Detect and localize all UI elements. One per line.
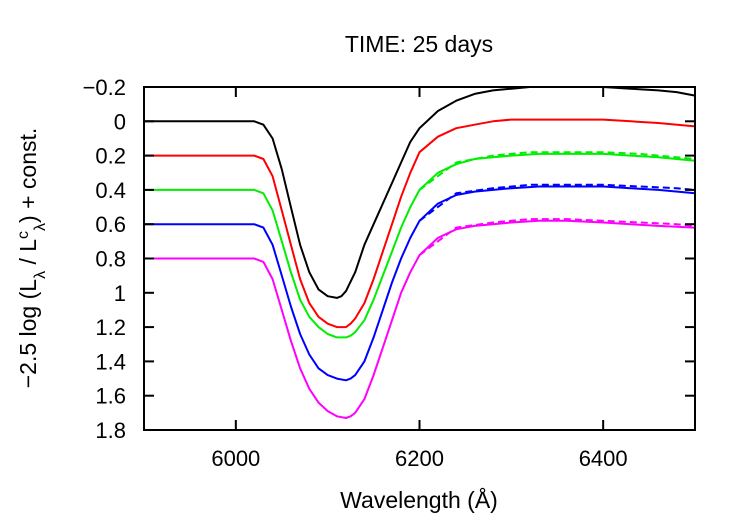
y-tick-label-4: 0.6 (95, 212, 126, 237)
series-line-3 (418, 151, 696, 191)
y-tick-label-7: 1.2 (95, 315, 126, 340)
series-line-4 (144, 185, 696, 382)
series-line-7 (418, 218, 696, 256)
x-tick-label-0: 6000 (211, 446, 260, 471)
series-line-2 (144, 152, 696, 339)
y-tick-label-6: 1 (114, 281, 126, 306)
y-tick-label-3: 0.4 (95, 178, 126, 203)
series-line-5 (418, 183, 696, 222)
y-tick-label-8: 1.4 (95, 349, 126, 374)
y-axis-label: −2.5 log (Lλ / Lcλ) + const. (15, 128, 49, 389)
chart-title: TIME: 25 days (345, 31, 493, 57)
y-tick-label-9: 1.6 (95, 384, 126, 409)
y-label-sup: c (15, 231, 32, 239)
x-tick-label-1: 6200 (395, 446, 444, 471)
y-label-suffix: ) + const. (15, 128, 41, 223)
y-tick-label-2: 0.2 (95, 144, 126, 169)
y-tick-label-0: −0.2 (83, 75, 126, 100)
y-axis-ticks: −0.2 0 0.2 0.4 0.6 0.8 1 1.2 1.4 1.6 1.8 (83, 75, 695, 443)
series-line-1 (144, 118, 696, 329)
y-label-sub1: λ (32, 271, 49, 279)
y-label-sub2: λ (32, 223, 49, 231)
plot-area (144, 86, 696, 419)
x-tick-label-2: 6400 (579, 446, 628, 471)
y-tick-label-1: 0 (114, 109, 126, 134)
x-axis-ticks: 6000 6200 6400 (211, 87, 628, 471)
y-tick-label-10: 1.8 (95, 418, 126, 443)
x-axis-label: Wavelength (Å) (340, 486, 498, 513)
series-line-0 (144, 86, 696, 299)
y-tick-label-5: 0.8 (95, 247, 126, 272)
series-line-6 (144, 219, 696, 419)
y-label-prefix: −2.5 log (L (15, 279, 41, 389)
y-label-mid: / L (15, 239, 41, 271)
plot-frame (143, 86, 696, 431)
